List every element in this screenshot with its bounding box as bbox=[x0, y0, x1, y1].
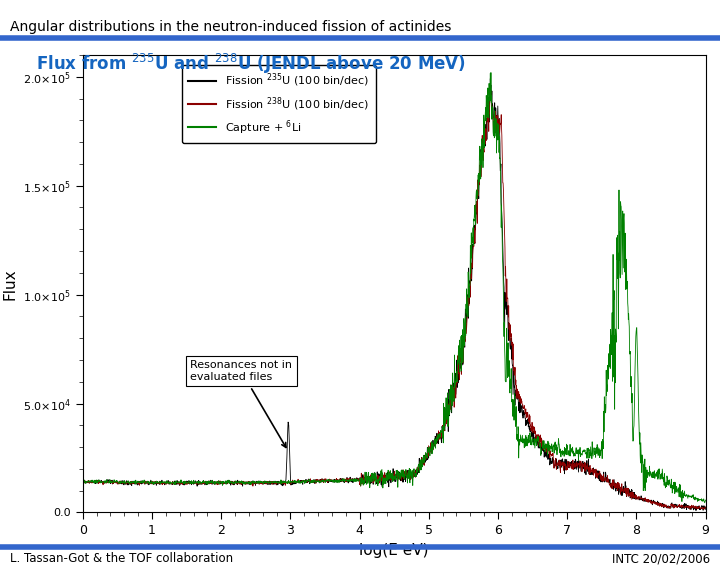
X-axis label: log(E eV): log(E eV) bbox=[359, 543, 429, 558]
Capture + $^{6}$Li bbox=[487, 69, 495, 76]
Y-axis label: Flux: Flux bbox=[3, 268, 17, 299]
Capture + $^{6}$Li bbox=[570, 451, 578, 458]
Fission $^{235}$U (100 bin/dec) bbox=[570, 460, 578, 467]
Line: Fission $^{238}$U (100 bin/dec): Fission $^{238}$U (100 bin/dec) bbox=[83, 88, 706, 510]
Capture + $^{6}$Li bbox=[110, 479, 119, 486]
Fission $^{235}$U (100 bin/dec) bbox=[486, 75, 495, 82]
Text: Flux from $^{235}$U and $^{238}$U (JENDL above 20 MeV): Flux from $^{235}$U and $^{238}$U (JENDL… bbox=[36, 52, 466, 76]
Fission $^{235}$U (100 bin/dec) bbox=[683, 502, 692, 509]
Fission $^{235}$U (100 bin/dec) bbox=[110, 477, 119, 484]
Fission $^{235}$U (100 bin/dec) bbox=[701, 506, 710, 513]
Capture + $^{6}$Li bbox=[683, 495, 692, 502]
Capture + $^{6}$Li bbox=[683, 493, 692, 500]
Capture + $^{6}$Li bbox=[78, 478, 87, 485]
Capture + $^{6}$Li bbox=[701, 499, 709, 506]
Capture + $^{6}$Li bbox=[382, 480, 390, 487]
Fission $^{235}$U (100 bin/dec) bbox=[683, 504, 692, 511]
Capture + $^{6}$Li bbox=[365, 473, 374, 480]
Line: Fission $^{235}$U (100 bin/dec): Fission $^{235}$U (100 bin/dec) bbox=[83, 79, 706, 510]
Fission $^{238}$U (100 bin/dec) bbox=[570, 461, 578, 468]
Text: L. Tassan-Got & the TOF collaboration: L. Tassan-Got & the TOF collaboration bbox=[10, 552, 233, 565]
Fission $^{235}$U (100 bin/dec) bbox=[382, 472, 390, 479]
Fission $^{238}$U (100 bin/dec) bbox=[486, 85, 495, 91]
Text: Angular distributions in the neutron-induced fission of actinides: Angular distributions in the neutron-ind… bbox=[10, 20, 451, 34]
Fission $^{238}$U (100 bin/dec) bbox=[110, 479, 119, 486]
Legend: Fission $^{235}$U (100 bin/dec), Fission $^{238}$U (100 bin/dec), Capture + $^{6: Fission $^{235}$U (100 bin/dec), Fission… bbox=[181, 65, 376, 144]
Capture + $^{6}$Li bbox=[701, 497, 710, 504]
Fission $^{238}$U (100 bin/dec) bbox=[382, 477, 390, 483]
Fission $^{238}$U (100 bin/dec) bbox=[683, 503, 692, 510]
Fission $^{238}$U (100 bin/dec) bbox=[685, 506, 694, 513]
Fission $^{235}$U (100 bin/dec) bbox=[365, 479, 374, 486]
Text: INTC 20/02/2006: INTC 20/02/2006 bbox=[612, 552, 710, 565]
Fission $^{235}$U (100 bin/dec) bbox=[692, 507, 701, 514]
Fission $^{235}$U (100 bin/dec) bbox=[78, 478, 87, 485]
Fission $^{238}$U (100 bin/dec) bbox=[365, 479, 374, 486]
Fission $^{238}$U (100 bin/dec) bbox=[78, 479, 87, 486]
Fission $^{238}$U (100 bin/dec) bbox=[701, 503, 710, 510]
Line: Capture + $^{6}$Li: Capture + $^{6}$Li bbox=[83, 72, 706, 503]
Fission $^{238}$U (100 bin/dec) bbox=[683, 504, 692, 511]
Text: Resonances not in
evaluated files: Resonances not in evaluated files bbox=[190, 360, 292, 448]
